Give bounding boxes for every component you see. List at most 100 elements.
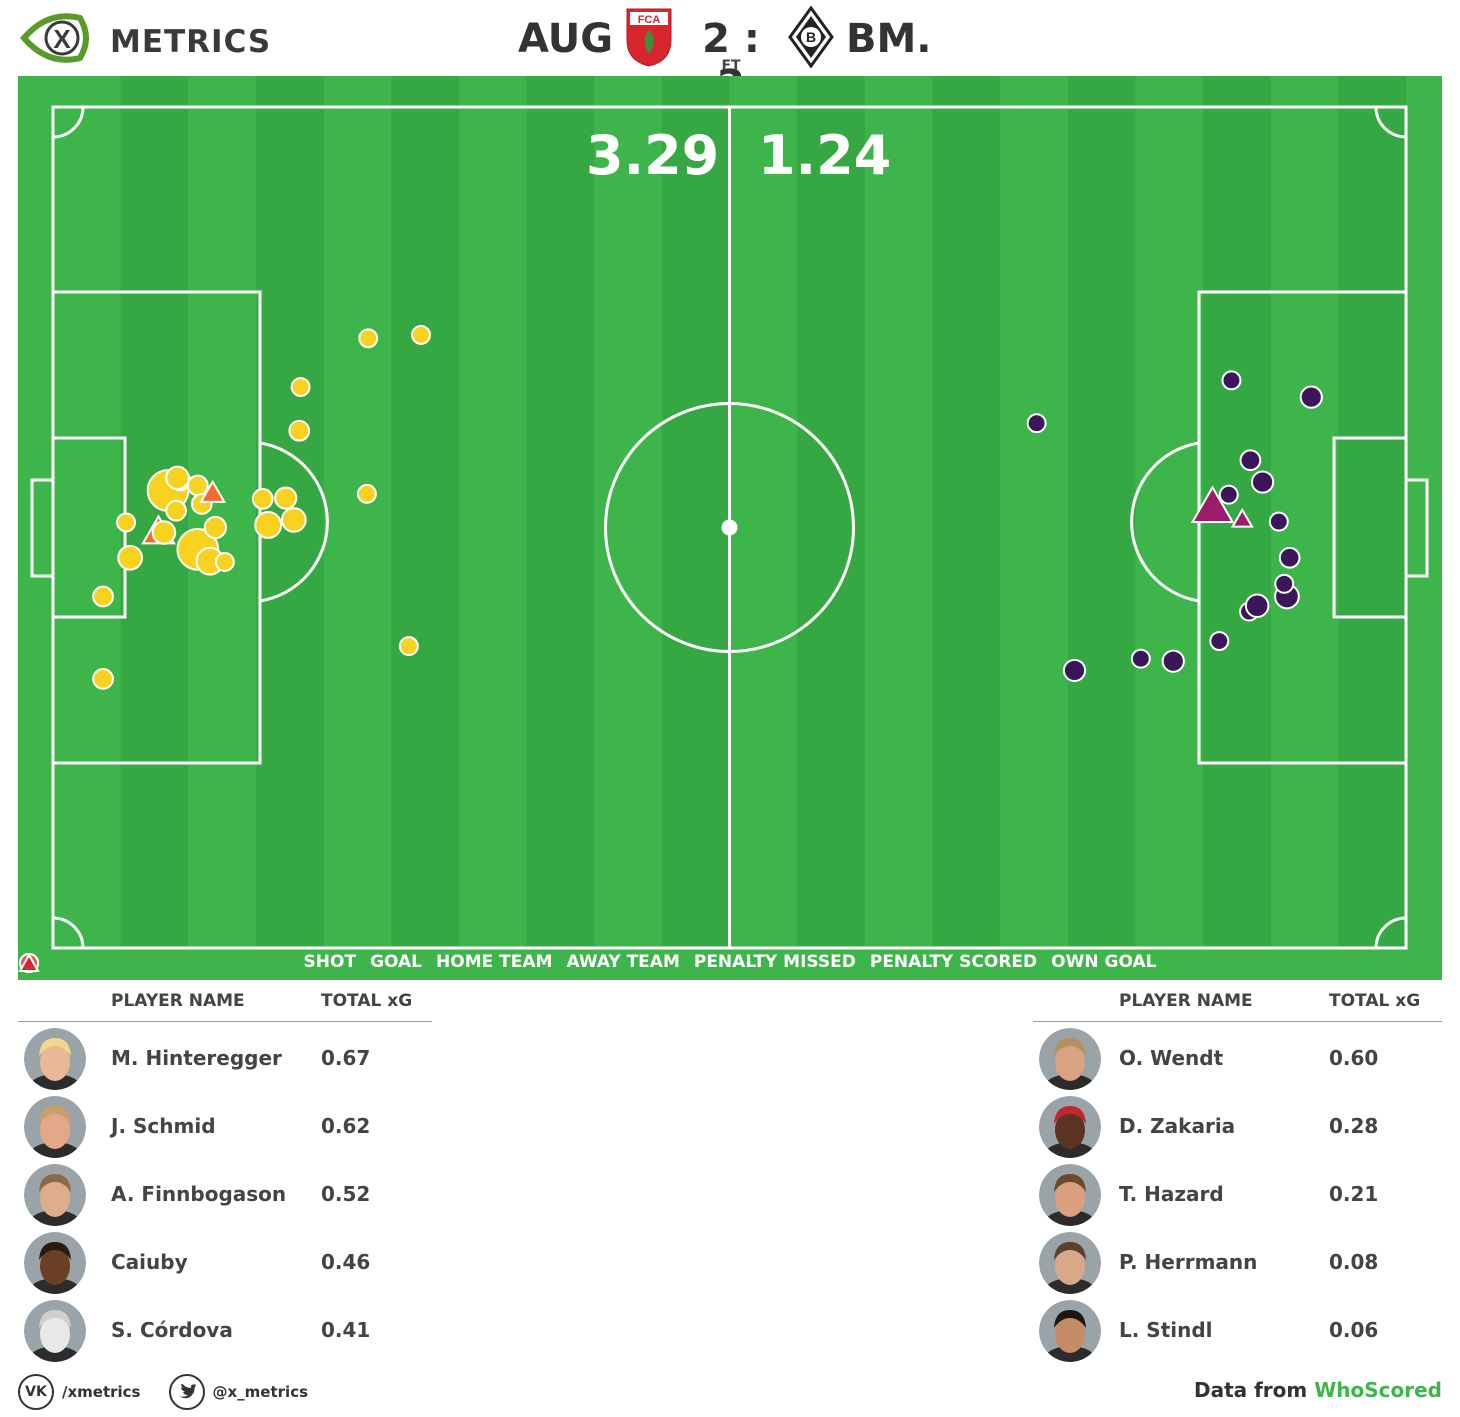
corner-arc xyxy=(1374,106,1407,139)
home-shot-marker xyxy=(356,483,377,504)
pitch-stripe xyxy=(661,76,730,948)
home-shot-marker xyxy=(398,636,419,657)
player-avatar xyxy=(1039,1300,1101,1362)
player-name: J. Schmid xyxy=(111,1114,216,1138)
away-team-code: BM. xyxy=(846,16,932,62)
legend-item-penalty-scored: PENALTY SCORED xyxy=(18,952,1037,972)
away-player-row: D. Zakaria 0.28 xyxy=(1033,1090,1442,1158)
xmetrics-logo: X METRICS xyxy=(18,8,270,68)
player-total-xg: 0.67 xyxy=(321,1046,371,1070)
home-player-row: S. Córdova 0.41 xyxy=(18,1294,432,1362)
twitter-icon[interactable] xyxy=(168,1374,205,1410)
player-avatar xyxy=(24,1232,86,1294)
away-col-total-xg: TOTAL xG xyxy=(1329,991,1421,1011)
pitch-markings xyxy=(30,76,1429,950)
player-name: P. Herrmann xyxy=(1119,1250,1258,1274)
player-avatar xyxy=(24,1096,86,1158)
away-shot-marker xyxy=(1278,546,1301,569)
home-player-row: M. Hinteregger 0.67 xyxy=(18,1022,432,1090)
home-team-code: AUG xyxy=(518,16,614,62)
svg-text:B: B xyxy=(806,29,816,45)
match-status: FT xyxy=(721,58,741,74)
player-avatar xyxy=(1039,1028,1101,1090)
away-player-row: P. Herrmann 0.08 xyxy=(1033,1226,1442,1294)
home-player-row: Caiuby 0.46 xyxy=(18,1226,432,1294)
away-team-crest-icon: B xyxy=(788,6,834,68)
player-avatar xyxy=(1039,1096,1101,1158)
away-table-header: PLAYER NAME TOTAL xG xyxy=(1033,986,1442,1022)
corner-arc xyxy=(1374,916,1407,949)
player-avatar xyxy=(24,1164,86,1226)
player-name: A. Finnbogason xyxy=(111,1182,287,1206)
shot-map-pitch: 3.29 1.24 SHOT GOAL HOME TEAM AWAY TEAM … xyxy=(18,76,1442,980)
corner-arc xyxy=(52,916,85,949)
home-shot-marker xyxy=(116,512,137,533)
right-goal xyxy=(1404,478,1429,578)
away-shot-marker xyxy=(1218,484,1239,505)
legend-label-away-team: AWAY TEAM xyxy=(566,952,680,972)
twitter-bird-icon xyxy=(178,1384,196,1399)
away-shot-marker xyxy=(1062,658,1087,683)
away-shot-marker xyxy=(1274,573,1295,594)
legend-label-home-team: HOME TEAM xyxy=(436,952,553,972)
home-xg-total: 3.29 xyxy=(586,124,720,187)
legend-label-penalty-missed: PENALTY MISSED xyxy=(693,952,856,972)
own-goal-triangle-icon xyxy=(18,952,40,972)
legend-item-goal: GOAL xyxy=(18,952,422,972)
right-penalty-arc xyxy=(1130,441,1200,603)
left-penalty-arc xyxy=(259,441,329,603)
legend-label-shot: SHOT xyxy=(303,952,357,972)
player-total-xg: 0.21 xyxy=(1329,1182,1379,1206)
player-total-xg: 0.52 xyxy=(321,1182,371,1206)
twitter-handle-link[interactable]: @x_metrics xyxy=(212,1383,309,1401)
away-shot-marker xyxy=(1244,593,1270,618)
pitch-stripe xyxy=(797,76,865,948)
centre-circle xyxy=(604,402,855,653)
legend-item-penalty-missed: PENALTY MISSED xyxy=(19,952,856,973)
home-player-row: J. Schmid 0.62 xyxy=(18,1090,432,1158)
home-shot-marker xyxy=(165,465,190,491)
away-goal-marker xyxy=(1190,485,1235,523)
legend-item-shot: SHOT xyxy=(19,952,357,973)
home-shot-marker xyxy=(288,419,311,442)
player-name: D. Zakaria xyxy=(1119,1114,1236,1138)
home-col-total-xg: TOTAL xG xyxy=(321,991,413,1011)
left-goal xyxy=(30,478,55,578)
player-name: S. Córdova xyxy=(111,1318,233,1342)
player-total-xg: 0.41 xyxy=(321,1318,371,1342)
xmetrics-logo-icon: X xyxy=(20,13,89,63)
vk-handle-link[interactable]: /xmetrics xyxy=(62,1383,141,1401)
vk-icon[interactable]: VK xyxy=(18,1374,54,1410)
away-shot-marker xyxy=(1221,370,1242,391)
pitch-stripe xyxy=(1338,76,1406,948)
social-links: VK /xmetrics @x_metrics xyxy=(18,1374,328,1410)
player-total-xg: 0.08 xyxy=(1329,1250,1379,1274)
player-name: L. Stindl xyxy=(1119,1318,1213,1342)
pitch-stripe xyxy=(1067,76,1136,948)
home-team-crest-icon: FCA xyxy=(626,8,672,67)
home-shot-marker xyxy=(151,520,177,545)
home-shot-marker xyxy=(280,507,307,533)
home-shot-marker xyxy=(411,324,431,345)
home-shot-marker xyxy=(214,552,235,572)
home-shot-marker xyxy=(186,474,209,497)
away-player-row: T. Hazard 0.21 xyxy=(1033,1158,1442,1226)
player-total-xg: 0.62 xyxy=(321,1114,371,1138)
pitch-stripe xyxy=(526,76,595,948)
player-name: T. Hazard xyxy=(1119,1182,1224,1206)
left-six-yard-box xyxy=(51,436,127,619)
pitch-stripe xyxy=(932,76,1001,948)
data-credit: Data from WhoScored xyxy=(1194,1378,1442,1402)
player-total-xg: 0.46 xyxy=(321,1250,371,1274)
away-shot-marker xyxy=(1209,631,1230,651)
away-shot-marker xyxy=(1268,511,1289,532)
centre-spot xyxy=(721,519,738,536)
home-player-row: A. Finnbogason 0.52 xyxy=(18,1158,432,1226)
away-shot-marker xyxy=(1130,648,1151,669)
home-shot-marker xyxy=(117,544,143,571)
brand-name: METRICS xyxy=(110,24,272,60)
away-player-row: O. Wendt 0.60 xyxy=(1033,1022,1442,1090)
away-goal-marker xyxy=(1230,507,1254,528)
credit-source-link[interactable]: WhoScored xyxy=(1314,1378,1442,1402)
away-shot-marker xyxy=(1239,449,1262,472)
